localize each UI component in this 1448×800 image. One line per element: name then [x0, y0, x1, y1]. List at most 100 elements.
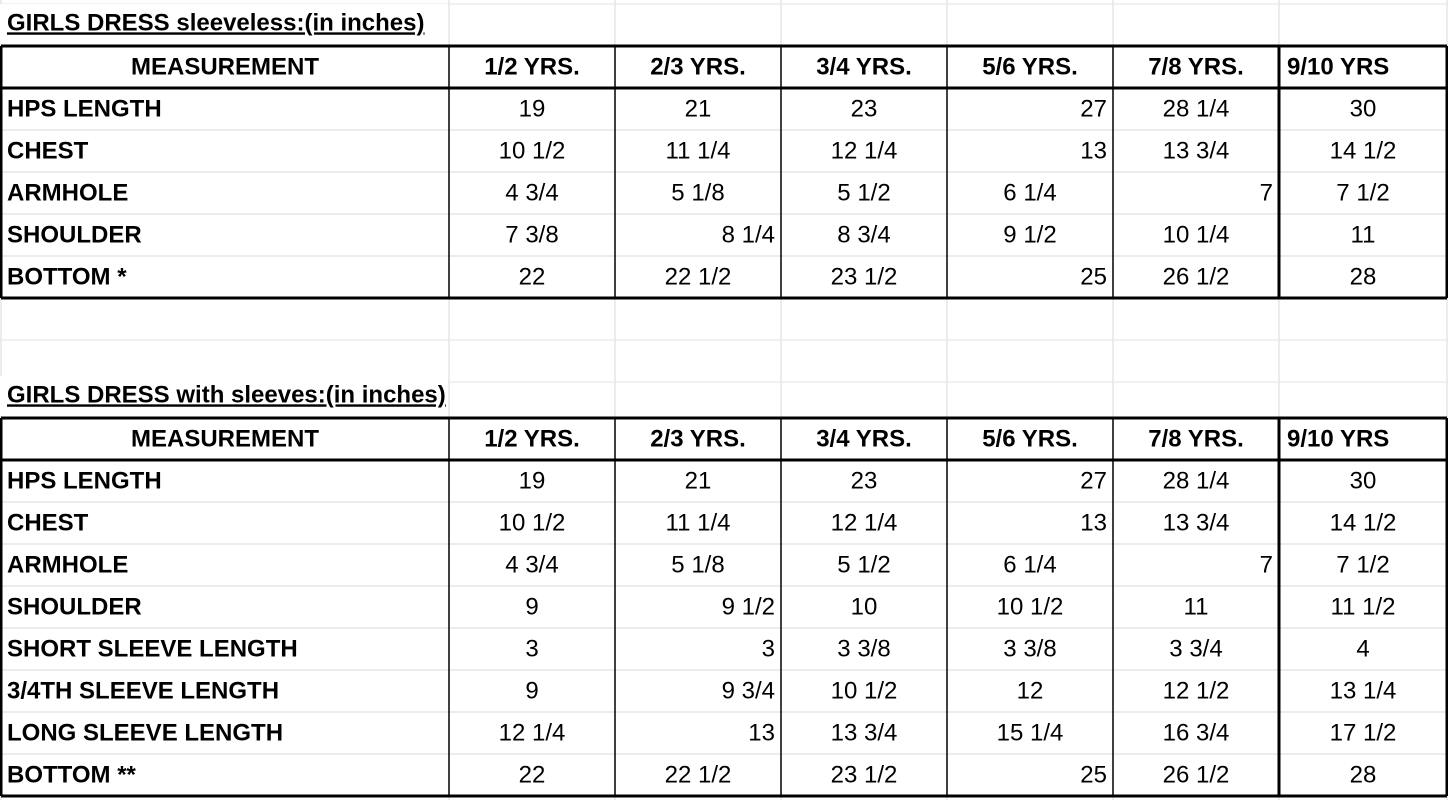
cell-value: 13: [748, 719, 775, 746]
cell-value: 28: [1350, 263, 1377, 290]
table-title: GIRLS DRESS sleeveless:(in inches): [7, 9, 424, 36]
title-bg: [0, 4, 448, 44]
cell-value: 7 3/8: [505, 221, 558, 248]
cell-value: 22 1/2: [665, 761, 732, 788]
cell-value: 11 1/4: [666, 137, 731, 164]
column-header: 1/2 YRS.: [484, 425, 580, 452]
cell-value: 28 1/4: [1163, 467, 1230, 494]
cell-value: 3: [762, 635, 775, 662]
column-header: 9/10 YRS: [1287, 425, 1389, 452]
row-label: HPS LENGTH: [7, 467, 162, 494]
cell-value: 11: [1184, 593, 1209, 620]
cell-value: 15 1/4: [997, 719, 1064, 746]
cell-value: 27: [1080, 95, 1107, 122]
row-label: CHEST: [7, 137, 89, 164]
cell-value: 7: [1260, 179, 1273, 206]
cell-value: 13 1/4: [1330, 677, 1397, 704]
cell-value: 26 1/2: [1163, 761, 1230, 788]
cell-value: 28: [1350, 761, 1377, 788]
cell-value: 25: [1080, 761, 1107, 788]
row-label: ARMHOLE: [7, 551, 128, 578]
cell-value: 3 3/8: [1003, 635, 1056, 662]
cell-value: 14 1/2: [1330, 509, 1397, 536]
column-header: 3/4 YRS.: [816, 425, 912, 452]
cell-value: 4 3/4: [505, 179, 558, 206]
cell-value: 12 1/2: [1163, 677, 1230, 704]
row-label: ARMHOLE: [7, 179, 128, 206]
cell-value: 5 1/8: [671, 551, 724, 578]
cell-value: 10 1/2: [831, 677, 898, 704]
row-label: HPS LENGTH: [7, 95, 162, 122]
cell-value: 21: [685, 95, 712, 122]
cell-value: 22: [519, 263, 546, 290]
table-title: GIRLS DRESS with sleeves:(in inches): [7, 381, 446, 408]
row-label: SHOULDER: [7, 221, 142, 248]
cell-value: 12: [1017, 677, 1044, 704]
cell-value: 7 1/2: [1336, 551, 1389, 578]
cell-value: 14 1/2: [1330, 137, 1397, 164]
cell-value: 12 1/4: [831, 137, 898, 164]
cell-value: 7 1/2: [1336, 179, 1389, 206]
cell-value: 10 1/2: [499, 509, 566, 536]
cell-value: 23: [851, 95, 878, 122]
cell-value: 19: [519, 467, 546, 494]
cell-value: 23: [851, 467, 878, 494]
column-header: 5/6 YRS.: [982, 425, 1078, 452]
column-header: 2/3 YRS.: [650, 425, 746, 452]
column-header: 2/3 YRS.: [650, 53, 746, 80]
cell-value: 9 1/2: [1003, 221, 1056, 248]
cell-value: 9 3/4: [722, 677, 775, 704]
column-header: MEASUREMENT: [131, 53, 319, 80]
cell-value: 11 1/4: [666, 509, 731, 536]
column-header: 1/2 YRS.: [484, 53, 580, 80]
cell-value: 13 3/4: [1163, 137, 1230, 164]
cell-value: 23 1/2: [831, 761, 898, 788]
cell-value: 13: [1080, 509, 1107, 536]
cell-value: 10 1/2: [997, 593, 1064, 620]
cell-value: 7: [1260, 551, 1273, 578]
cell-value: 11: [1351, 221, 1376, 248]
row-label: 3/4TH SLEEVE LENGTH: [7, 677, 279, 704]
cell-value: 28 1/4: [1163, 95, 1230, 122]
cell-value: 11 1/2: [1331, 593, 1396, 620]
cell-value: 3 3/4: [1169, 635, 1222, 662]
cell-value: 21: [685, 467, 712, 494]
cell-value: 13 3/4: [831, 719, 898, 746]
cell-value: 3: [525, 635, 538, 662]
cell-value: 17 1/2: [1330, 719, 1397, 746]
column-header: 5/6 YRS.: [982, 53, 1078, 80]
title-bg: [0, 376, 448, 416]
cell-value: 10 1/4: [1163, 221, 1230, 248]
column-header: MEASUREMENT: [131, 425, 319, 452]
cell-value: 30: [1350, 95, 1377, 122]
cell-value: 10: [851, 593, 878, 620]
row-label: LONG SLEEVE LENGTH: [7, 719, 283, 746]
cell-value: 8 1/4: [722, 221, 775, 248]
row-label: SHORT SLEEVE LENGTH: [7, 635, 298, 662]
cell-value: 16 3/4: [1163, 719, 1230, 746]
cell-value: 12 1/4: [499, 719, 566, 746]
row-label: BOTTOM **: [7, 761, 137, 788]
column-header: 7/8 YRS.: [1148, 425, 1244, 452]
cell-value: 5 1/2: [837, 551, 890, 578]
cell-value: 13 3/4: [1163, 509, 1230, 536]
cell-value: 9: [525, 593, 538, 620]
row-label: CHEST: [7, 509, 89, 536]
cell-value: 3 3/8: [837, 635, 890, 662]
cell-value: 23 1/2: [831, 263, 898, 290]
cell-value: 12 1/4: [831, 509, 898, 536]
cell-value: 6 1/4: [1003, 551, 1056, 578]
cell-value: 9: [525, 677, 538, 704]
cell-value: 30: [1350, 467, 1377, 494]
cell-value: 4: [1356, 635, 1369, 662]
cell-value: 22: [519, 761, 546, 788]
cell-value: 6 1/4: [1003, 179, 1056, 206]
cell-value: 19: [519, 95, 546, 122]
cell-value: 5 1/8: [671, 179, 724, 206]
column-header: 9/10 YRS: [1287, 53, 1389, 80]
row-label: BOTTOM *: [7, 263, 127, 290]
cell-value: 5 1/2: [837, 179, 890, 206]
cell-value: 25: [1080, 263, 1107, 290]
cell-value: 8 3/4: [837, 221, 890, 248]
